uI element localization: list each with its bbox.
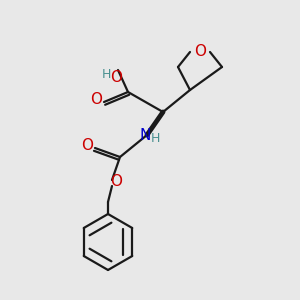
- Text: O: O: [81, 139, 93, 154]
- Text: O: O: [110, 70, 122, 85]
- Text: O: O: [194, 44, 206, 59]
- Text: O: O: [90, 92, 102, 107]
- Text: O: O: [110, 175, 122, 190]
- Text: H: H: [150, 133, 160, 146]
- Text: H: H: [101, 68, 111, 82]
- Text: N: N: [139, 128, 151, 142]
